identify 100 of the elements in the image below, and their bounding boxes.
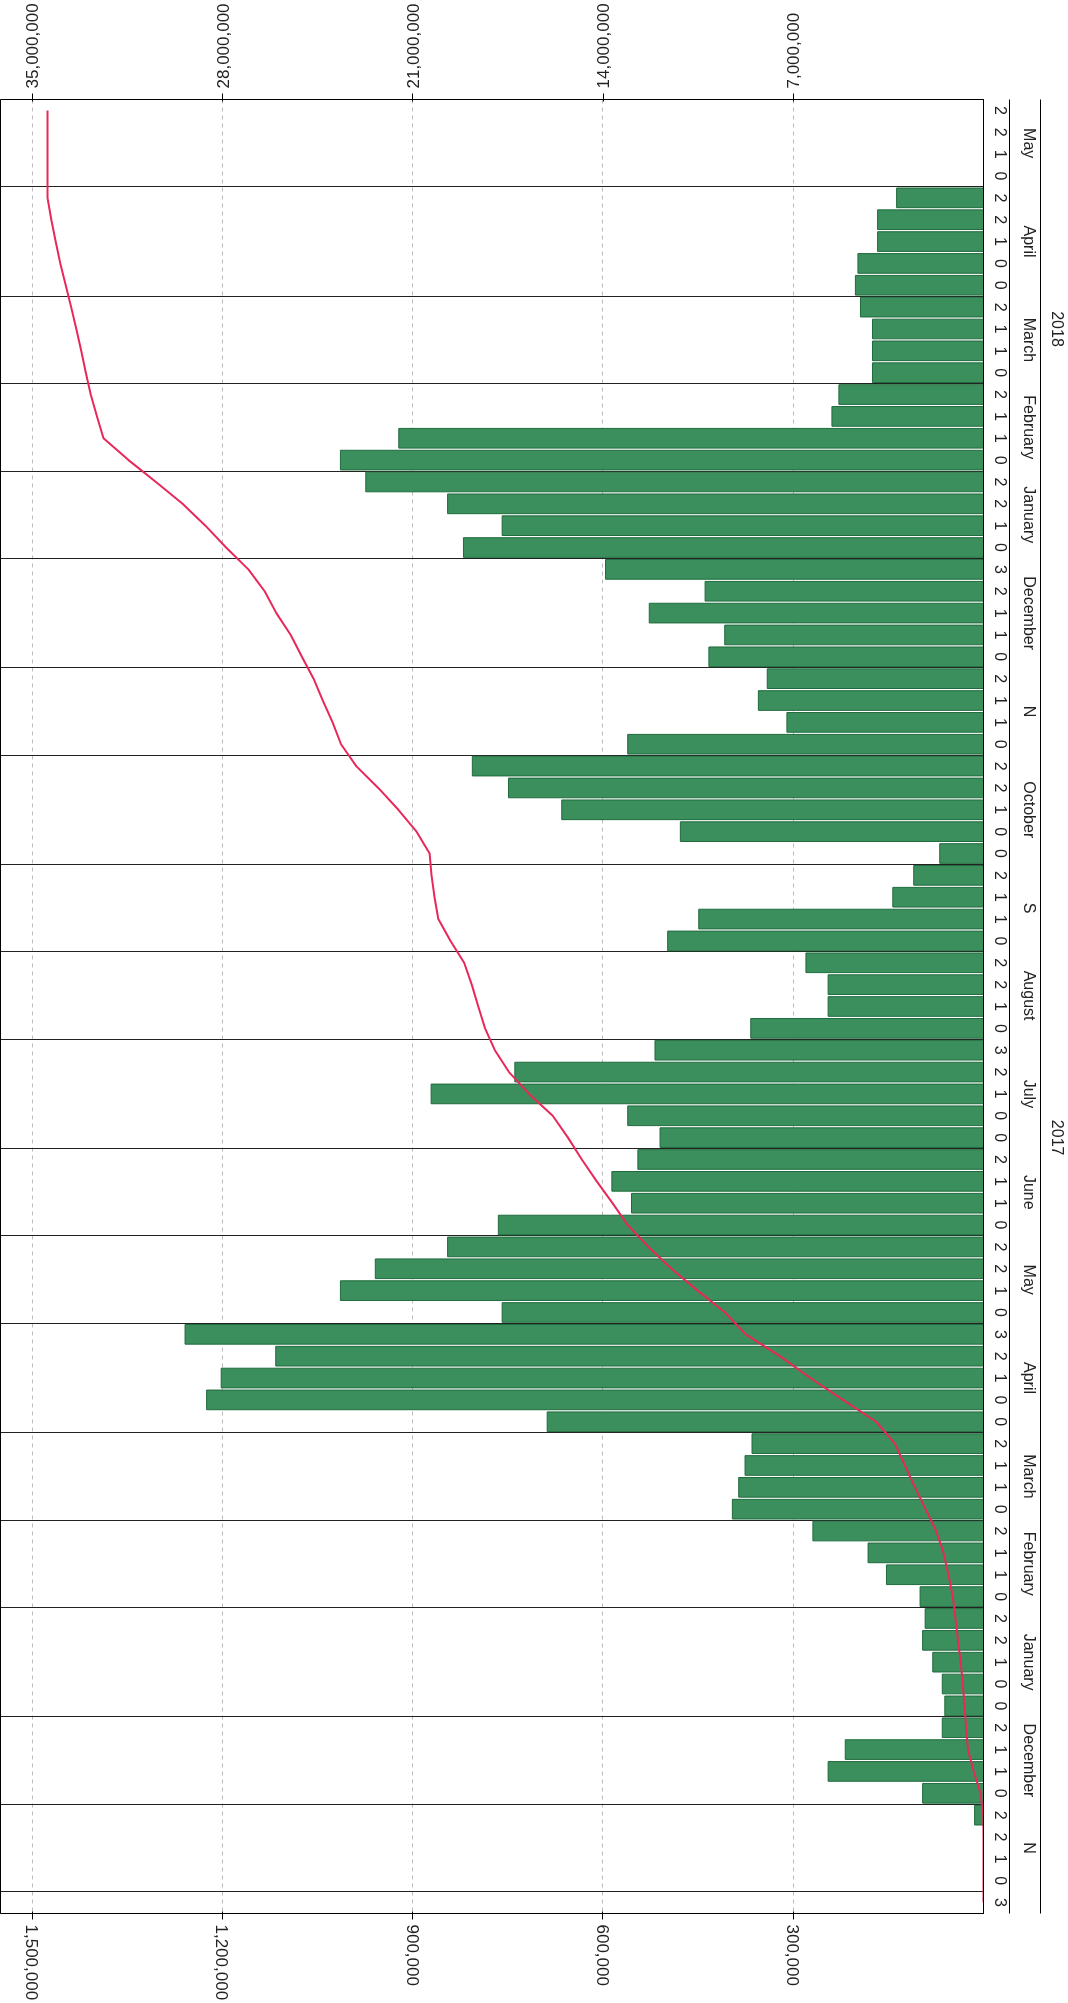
y-tick-label: 2	[991, 1526, 1009, 1536]
text: N	[1020, 1842, 1038, 1854]
y-tick-label: 2	[991, 674, 1009, 684]
x2-tick-label: 21,000,000	[403, 3, 423, 89]
y-tick-label: 2	[991, 1635, 1009, 1645]
y-tick-label: 1	[991, 324, 1009, 334]
y-tick-label: 1	[991, 1176, 1009, 1186]
y-tick-label: 0	[991, 171, 1009, 181]
y-tick-label: 0	[991, 1876, 1009, 1886]
y-tick-label: 0	[991, 368, 1009, 378]
y-tick-label: 2	[991, 127, 1009, 137]
text: April	[1020, 1362, 1038, 1395]
x-tick-label: 1,500,000	[22, 1924, 42, 2001]
y-tick-label: 2	[991, 1264, 1009, 1274]
y-tick-label: 1	[991, 717, 1009, 727]
y-tick-label: 2	[991, 193, 1009, 203]
y-tick-label: 0	[991, 1701, 1009, 1711]
y-tick-label: 0	[991, 1133, 1009, 1143]
y-tick-label: 1	[991, 1482, 1009, 1492]
y-tick-label: 2	[991, 390, 1009, 400]
y-tick-label: 0	[991, 739, 1009, 749]
y-tick-label: 0	[991, 543, 1009, 553]
y-tick-label: 1	[991, 630, 1009, 640]
text: February	[1020, 395, 1038, 460]
x2-tick-label: 14,000,000	[594, 3, 614, 89]
y-tick-label: 3	[991, 564, 1009, 574]
x2-tick-label: 7,000,000	[784, 12, 804, 89]
y-tick-label: 3	[991, 1329, 1009, 1339]
text: 2018	[1048, 311, 1066, 347]
y-tick-label: 2	[991, 1832, 1009, 1842]
text: N	[1020, 705, 1038, 718]
y-tick-label: 2	[991, 105, 1009, 115]
y-tick-label: 2	[991, 302, 1009, 312]
y-tick-label: 2	[991, 499, 1009, 509]
y-tick-label: 0	[991, 258, 1009, 268]
text: S	[1020, 902, 1038, 914]
y-tick-label: 2	[991, 1439, 1009, 1449]
y-tick-label: 1	[991, 805, 1009, 815]
text: January	[1020, 486, 1038, 544]
y-tick-label: 1	[991, 1766, 1009, 1776]
x-tick-label: 900,000	[402, 1924, 422, 1986]
y-tick-label: 1	[991, 696, 1009, 706]
y-tick-label: 1	[991, 433, 1009, 443]
y-tick-label: 1	[991, 149, 1009, 159]
text: August	[1020, 970, 1038, 1022]
y-tick-label: 0	[991, 280, 1009, 290]
y-tick-label: 2	[991, 1723, 1009, 1733]
y-tick-label: 0	[991, 1395, 1009, 1405]
y-tick-label: 1	[991, 411, 1009, 421]
y-tick-label: 0	[991, 1592, 1009, 1602]
y-tick-label: 0	[991, 1220, 1009, 1230]
y-tick-label: 0	[991, 1679, 1009, 1689]
y-tick-label: 1	[991, 892, 1009, 902]
y-tick-label: 3	[991, 1045, 1009, 1055]
y-tick-label: 1	[991, 1548, 1009, 1558]
text: December	[1020, 1723, 1038, 1799]
y-tick-label: 1	[991, 1002, 1009, 1012]
y-tick-label: 1	[991, 237, 1009, 247]
text: May	[1020, 1264, 1038, 1295]
y-tick-label: 3	[991, 1898, 1009, 1908]
y-tick-label: 1	[991, 1854, 1009, 1864]
y-tick-label: 0	[991, 455, 1009, 465]
y-tick-label: 2	[991, 1155, 1009, 1165]
y-tick-label: 1	[991, 346, 1009, 356]
text: October	[1020, 781, 1038, 839]
y-tick-label: 2	[991, 1351, 1009, 1361]
y-tick-label: 2	[991, 958, 1009, 968]
y-tick-label: 0	[991, 1308, 1009, 1318]
y-tick-label: 2	[991, 1810, 1009, 1820]
text: February	[1020, 1531, 1038, 1596]
text: March	[1020, 317, 1038, 363]
y-tick-label: 0	[991, 1417, 1009, 1427]
y-tick-label: 2	[991, 980, 1009, 990]
y-tick-label: 0	[991, 849, 1009, 859]
y-tick-label: 2	[991, 586, 1009, 596]
y-tick-label: 1	[991, 1089, 1009, 1099]
x-tick-label: 300,000	[783, 1924, 803, 1986]
y-tick-label: 0	[991, 827, 1009, 837]
text: June	[1020, 1174, 1038, 1210]
text: 2017	[1048, 1119, 1066, 1156]
y-tick-label: 2	[991, 215, 1009, 225]
y-tick-label: 2	[991, 1242, 1009, 1252]
y-tick-label: 1	[991, 608, 1009, 618]
y-tick-label: 2	[991, 1067, 1009, 1077]
x-tick-label: 1,200,000	[212, 1924, 232, 2001]
y-tick-label: 0	[991, 1111, 1009, 1121]
y-tick-label: 1	[991, 1198, 1009, 1208]
text: May	[1020, 128, 1038, 159]
y-tick-label: 0	[991, 936, 1009, 946]
y-tick-label: 1	[991, 1657, 1009, 1667]
text: July	[1020, 1079, 1038, 1109]
text: April	[1020, 225, 1038, 258]
x2-tick-label: 35,000,000	[23, 3, 43, 89]
text: March	[1020, 1454, 1038, 1499]
text: December	[1020, 576, 1038, 651]
y-tick-label: 1	[991, 914, 1009, 924]
y-tick-label: 2	[991, 783, 1009, 793]
y-tick-label: 1	[991, 1570, 1009, 1580]
y-tick-label: 0	[991, 1788, 1009, 1798]
y-tick-label: 2	[991, 761, 1009, 771]
